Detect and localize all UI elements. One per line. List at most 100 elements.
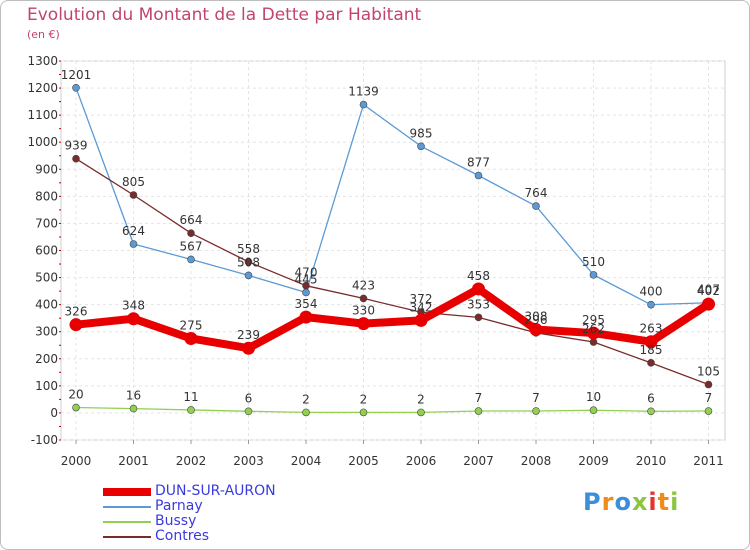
logo-letter: i — [670, 488, 680, 516]
x-tick-label: 2005 — [348, 454, 379, 468]
data-label: 372 — [410, 292, 433, 306]
data-point — [72, 154, 80, 163]
data-point — [127, 312, 140, 326]
data-label: 877 — [467, 156, 490, 170]
data-label: 2 — [417, 392, 425, 406]
data-point — [184, 331, 198, 345]
data-point — [474, 171, 483, 180]
data-label: 624 — [122, 224, 145, 238]
x-tick-label: 2010 — [636, 454, 667, 468]
legend-swatch — [103, 506, 151, 508]
data-point — [417, 142, 425, 151]
y-tick-label: 400 — [35, 298, 58, 312]
data-label: 402 — [697, 284, 720, 298]
y-tick-label: 900 — [35, 162, 58, 176]
logo-letter: i — [648, 488, 658, 516]
legend-item-dun-sur-auron: DUN-SUR-AURON — [103, 483, 343, 499]
data-label: 330 — [352, 304, 375, 318]
y-tick-label: 500 — [35, 271, 58, 285]
data-label: 1201 — [61, 68, 92, 82]
data-label: 11 — [183, 390, 198, 404]
series-line — [72, 284, 713, 353]
y-tick-label: 100 — [35, 379, 58, 393]
data-point — [359, 100, 368, 109]
data-point — [302, 408, 310, 417]
legend-swatch — [103, 488, 151, 496]
proxiti-logo: Proxiti — [583, 488, 679, 516]
data-point — [414, 313, 428, 327]
data-label: 470 — [295, 266, 318, 280]
data-point — [129, 404, 138, 413]
data-point — [359, 408, 368, 417]
x-tick-label: 2008 — [521, 454, 552, 468]
data-point — [647, 407, 655, 416]
data-point — [72, 403, 80, 412]
series-line — [75, 406, 710, 414]
data-label: 939 — [65, 139, 88, 153]
data-label: 308 — [525, 310, 548, 324]
x-tick-label: 2000 — [61, 454, 92, 468]
data-label: 423 — [352, 278, 375, 292]
data-label: 508 — [237, 255, 260, 269]
data-point — [704, 407, 713, 415]
chart-subtitle: (en €) — [27, 28, 60, 41]
data-label: 985 — [410, 126, 433, 140]
legend-label: DUN-SUR-AURON — [155, 483, 276, 499]
data-point — [359, 294, 368, 303]
data-point — [644, 335, 658, 349]
data-point — [532, 407, 540, 415]
data-point — [302, 281, 310, 290]
data-label: 105 — [697, 365, 720, 379]
y-tick-label: 600 — [35, 244, 58, 258]
legend-item-contres: Contres — [103, 528, 343, 544]
data-label: 2 — [360, 392, 368, 406]
data-label: 6 — [245, 391, 253, 405]
data-label: 262 — [582, 322, 605, 336]
data-point — [129, 240, 138, 248]
y-tick-label: 1300 — [27, 54, 58, 68]
data-point — [187, 255, 195, 264]
data-label: 407 — [697, 283, 720, 297]
data-point — [357, 317, 370, 331]
data-point — [529, 323, 543, 337]
data-label: 10 — [586, 390, 601, 404]
y-tick-label: 1200 — [27, 81, 58, 95]
y-tick-label: -100 — [31, 433, 58, 447]
legend-swatch — [103, 536, 151, 538]
y-tick-label: 0 — [50, 406, 58, 420]
data-label: 348 — [122, 299, 145, 313]
y-tick-label: 1100 — [27, 108, 58, 122]
data-point — [69, 318, 83, 332]
logo-letter: t — [657, 488, 671, 516]
x-tick-label: 2003 — [233, 454, 264, 468]
legend-label: Contres — [155, 528, 210, 544]
data-point — [702, 297, 715, 311]
y-tick-label: 1000 — [27, 135, 58, 149]
x-tick-label: 2007 — [463, 454, 494, 468]
data-label: 805 — [122, 175, 145, 189]
x-tick-label: 2004 — [291, 454, 322, 468]
data-label: 764 — [525, 186, 548, 200]
data-label: 295 — [582, 313, 605, 327]
logo-letter: r — [601, 488, 615, 516]
legend-item-parnay: Parnay — [103, 498, 343, 514]
x-tick-label: 2009 — [578, 454, 609, 468]
data-label: 263 — [640, 322, 663, 336]
data-label: 7 — [705, 391, 713, 405]
legend-label: Parnay — [155, 498, 203, 514]
data-label: 458 — [467, 269, 490, 283]
y-tick-label: 200 — [35, 352, 58, 366]
data-label: 1139 — [348, 85, 379, 99]
data-label: 510 — [582, 255, 605, 269]
data-label: 7 — [532, 391, 540, 405]
logo-letter: P — [583, 488, 602, 516]
data-point — [244, 258, 253, 266]
series-line — [75, 87, 710, 306]
x-tick-label: 2006 — [406, 454, 437, 468]
data-point — [472, 282, 485, 296]
data-point — [587, 326, 600, 340]
data-label: 239 — [237, 328, 260, 342]
data-label: 275 — [180, 318, 203, 332]
legend-label: Bussy — [155, 513, 197, 529]
